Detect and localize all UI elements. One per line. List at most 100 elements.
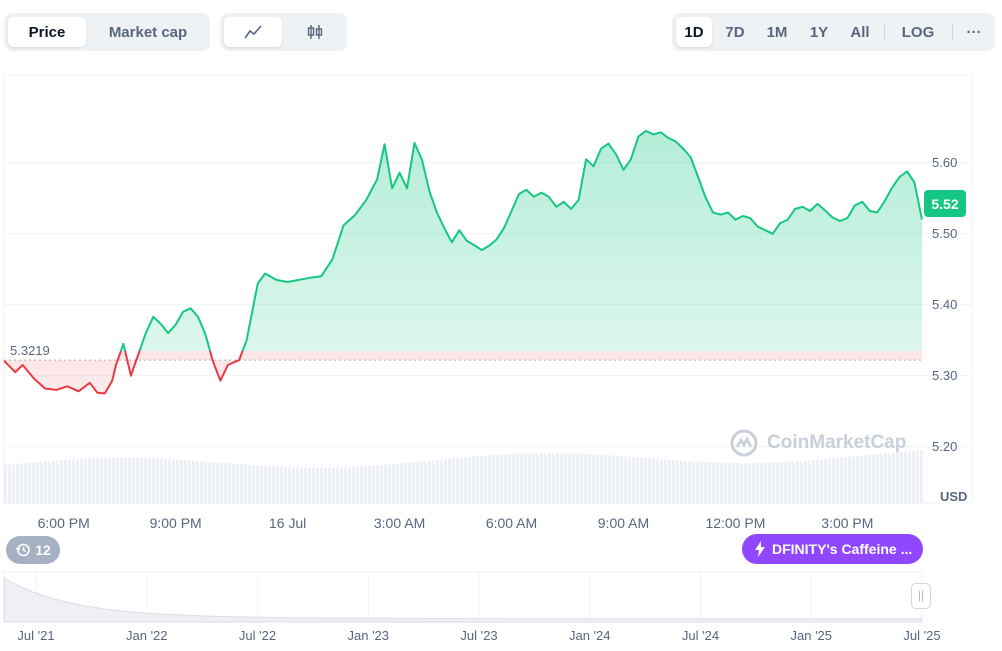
- volume-bar: [484, 455, 487, 503]
- overview-tick-label: Jul '22: [238, 628, 277, 643]
- chart-style-toggle: [220, 13, 347, 51]
- volume-bar: [684, 460, 687, 503]
- volume-bar: [844, 457, 847, 503]
- volume-bar: [364, 466, 367, 503]
- volume-bar: [348, 466, 351, 503]
- range-1y[interactable]: 1Y: [809, 23, 829, 41]
- volume-bar: [816, 459, 819, 503]
- x-tick-label: 6:00 PM: [37, 515, 90, 531]
- volume-bar: [368, 465, 371, 503]
- volume-bar: [316, 467, 319, 503]
- volume-bar: [336, 467, 339, 503]
- volume-bar: [900, 451, 903, 503]
- volume-bar: [552, 453, 555, 503]
- volume-bar: [372, 465, 375, 503]
- volume-bar: [120, 457, 123, 503]
- volume-bar: [408, 462, 411, 503]
- volume-bar: [868, 454, 871, 503]
- line-chart-icon[interactable]: [224, 17, 282, 47]
- range-slider-handle[interactable]: ||: [911, 583, 931, 609]
- volume-bar: [472, 456, 475, 503]
- volume-bar: [500, 454, 503, 503]
- volume-bar: [488, 455, 491, 503]
- volume-bar: [520, 453, 523, 503]
- range-1d[interactable]: 1D: [676, 17, 712, 47]
- volume-bar: [404, 462, 407, 503]
- volume-bar: [140, 458, 143, 503]
- history-count: 12: [35, 542, 51, 558]
- volume-bar: [576, 453, 579, 503]
- volume-bar: [300, 467, 303, 503]
- volume-bar: [852, 456, 855, 503]
- volume-bar: [388, 464, 391, 503]
- volume-bar: [212, 462, 215, 503]
- volume-bar: [288, 467, 291, 503]
- volume-bar: [516, 453, 519, 503]
- price-area-up: [120, 130, 922, 351]
- volume-bar: [768, 462, 771, 503]
- volume-bar: [12, 464, 15, 503]
- volume-bar: [352, 466, 355, 503]
- range-7d[interactable]: 7D: [725, 23, 745, 41]
- volume-bar: [696, 461, 699, 503]
- candlestick-icon[interactable]: [286, 17, 343, 47]
- volume-bar: [156, 458, 159, 503]
- volume-bar: [896, 452, 899, 503]
- volume-bar: [736, 462, 739, 503]
- x-tick-label: 12:00 PM: [705, 515, 766, 531]
- price-tab[interactable]: Price: [8, 17, 86, 47]
- volume-bar: [116, 457, 119, 503]
- market-cap-tab[interactable]: Market cap: [108, 23, 188, 41]
- volume-bar: [132, 457, 135, 503]
- volume-bar: [756, 462, 759, 503]
- price-series: [3, 129, 923, 395]
- volume-bar: [880, 453, 883, 503]
- volume-bar: [412, 462, 415, 503]
- volume-bar: [764, 462, 767, 503]
- volume-bar: [196, 461, 199, 503]
- volume-bar: [160, 458, 163, 503]
- volume-bar: [724, 462, 727, 503]
- volume-bar: [188, 460, 191, 503]
- current-price-badge: 5.52: [924, 190, 966, 217]
- volume-bar: [232, 463, 235, 503]
- volume-bar: [540, 453, 543, 503]
- volume-bar: [204, 461, 207, 503]
- volume-bar: [616, 455, 619, 503]
- volume-bar: [48, 460, 51, 503]
- more-options-icon[interactable]: ···: [966, 23, 982, 41]
- volume-bar: [448, 458, 451, 503]
- volume-bar: [860, 455, 863, 503]
- volume-bar: [508, 454, 511, 503]
- volume-bar: [184, 460, 187, 503]
- volume-bar: [720, 462, 723, 503]
- range-divider: [952, 23, 953, 41]
- x-tick-label: 3:00 PM: [821, 515, 874, 531]
- volume-bar: [440, 459, 443, 503]
- history-badge[interactable]: 12: [6, 536, 60, 564]
- currency-label: USD: [940, 489, 968, 504]
- volume-bar: [228, 463, 231, 503]
- range-1m[interactable]: 1M: [766, 23, 788, 41]
- volume-bar: [872, 454, 875, 503]
- volume-bar: [504, 454, 507, 503]
- range-all[interactable]: All: [850, 23, 870, 41]
- volume-bar: [324, 467, 327, 503]
- volume-bar: [808, 460, 811, 503]
- volume-bar: [800, 460, 803, 503]
- volume-bar: [916, 450, 919, 503]
- volume-bar: [328, 467, 331, 503]
- volume-bar: [88, 458, 91, 503]
- volume-bar: [688, 461, 691, 503]
- volume-bar: [492, 455, 495, 503]
- log-scale-toggle[interactable]: LOG: [901, 23, 935, 41]
- volume-bar: [416, 461, 419, 503]
- volume-bar: [192, 460, 195, 503]
- news-badge[interactable]: DFINITY's Caffeine ...: [742, 534, 923, 564]
- volume-bar: [24, 463, 27, 503]
- volume-bar: [264, 465, 267, 503]
- volume-bar: [136, 457, 139, 503]
- volume-bar: [792, 461, 795, 503]
- volume-bar: [656, 458, 659, 503]
- volume-bar: [100, 458, 103, 503]
